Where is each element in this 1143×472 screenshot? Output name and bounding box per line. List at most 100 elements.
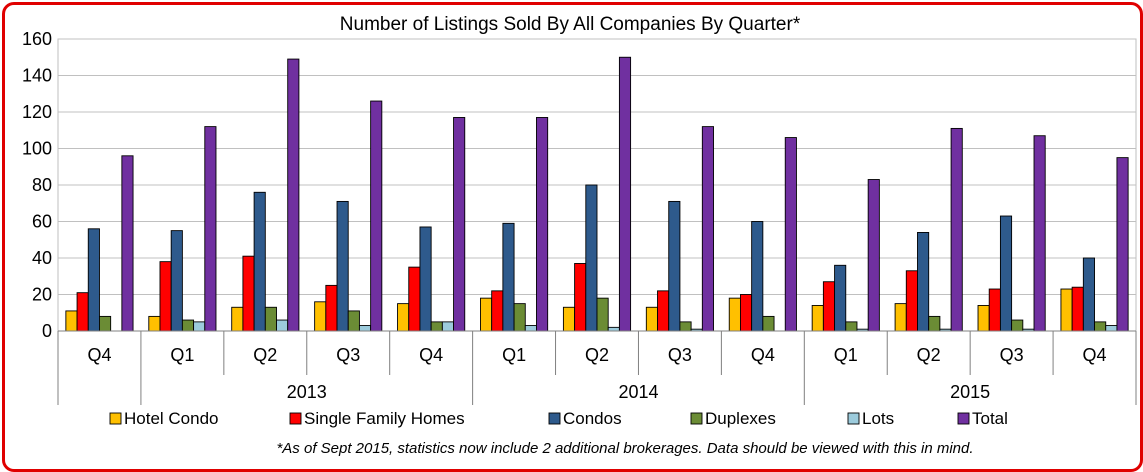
x-tick-label: Q1 — [502, 345, 526, 365]
bar — [1094, 321, 1107, 332]
x-axis: Q4 Q1 Q2 Q3 Q4 Q1 Q2 Q3 Q4 Q1 Q2 Q3 Q4 2013 2014 2015 — [57, 330, 1137, 405]
y-tick-label: 0 — [42, 321, 52, 341]
bar — [607, 326, 620, 332]
x-tick-label: Q4 — [87, 345, 111, 365]
legend-label: Total — [972, 409, 1008, 428]
bar — [336, 200, 349, 332]
y-axis: 0 20 40 60 80 100 120 140 160 — [22, 29, 52, 341]
bar — [728, 297, 741, 332]
bar — [585, 184, 598, 332]
bar — [905, 270, 918, 332]
bar — [397, 303, 410, 332]
legend-label: Hotel Condo — [124, 409, 219, 428]
bar — [87, 228, 100, 332]
bar — [193, 321, 206, 332]
x-tick-label: Q3 — [1000, 345, 1024, 365]
bar — [314, 301, 327, 332]
x-tick-label: Q4 — [751, 345, 775, 365]
bar — [762, 315, 775, 332]
x-tick-label: Q4 — [1083, 345, 1107, 365]
bar — [1082, 257, 1095, 332]
x-tick-label: Q2 — [585, 345, 609, 365]
bar — [358, 325, 372, 332]
legend-swatch — [847, 412, 860, 425]
bar — [811, 305, 824, 332]
legend-label: Lots — [862, 409, 894, 428]
legend-swatch — [548, 412, 561, 425]
bar — [784, 137, 797, 332]
bar — [513, 303, 526, 332]
footnote: *As of Sept 2015, statistics now include… — [276, 440, 973, 457]
y-tick-label: 160 — [22, 29, 52, 49]
bar — [287, 58, 300, 332]
bar — [1060, 288, 1073, 332]
bar — [121, 155, 134, 332]
bar — [347, 310, 360, 332]
bar — [822, 281, 836, 332]
y-tick-label: 80 — [32, 175, 52, 195]
bar — [204, 126, 217, 332]
bar — [1071, 286, 1084, 332]
bar — [999, 215, 1013, 332]
bar — [170, 230, 183, 332]
y-tick-label: 40 — [32, 248, 52, 268]
x-tick-label: Q1 — [170, 345, 194, 365]
legend-swatch — [957, 412, 970, 425]
bar — [99, 315, 112, 332]
x-tick-label: Q3 — [668, 345, 692, 365]
bar — [917, 231, 930, 332]
legend-label: Duplexes — [705, 409, 776, 428]
bar — [562, 306, 576, 332]
bar — [430, 321, 443, 332]
bar — [253, 191, 266, 332]
bar — [1033, 135, 1046, 332]
bar — [536, 117, 549, 332]
bar — [928, 315, 941, 332]
bar — [276, 319, 289, 332]
x-tick-label: Q2 — [253, 345, 277, 365]
legend-swatch — [289, 412, 302, 425]
y-tick-label: 20 — [32, 285, 52, 305]
year-label: 2015 — [950, 382, 990, 402]
bar — [65, 310, 78, 332]
bar — [524, 325, 537, 332]
bar — [408, 266, 421, 332]
bar — [867, 179, 880, 332]
bar — [950, 127, 963, 332]
bar — [231, 306, 244, 332]
bar — [491, 290, 504, 332]
bar — [502, 222, 515, 332]
bar — [1105, 325, 1118, 332]
bar — [894, 303, 907, 332]
x-tick-label: Q4 — [419, 345, 443, 365]
legend-swatch — [109, 412, 122, 425]
legend-swatch — [690, 412, 703, 425]
bar — [618, 56, 632, 332]
bar — [76, 292, 89, 332]
bar — [480, 297, 493, 332]
x-tick-label: Q1 — [834, 345, 858, 365]
bar — [1116, 157, 1129, 332]
y-tick-label: 120 — [22, 102, 52, 122]
bar — [657, 290, 670, 332]
bar — [596, 297, 609, 332]
y-tick-label: 60 — [32, 212, 52, 232]
bar — [441, 321, 455, 332]
bar — [977, 305, 990, 332]
bar — [988, 288, 1001, 332]
bar — [751, 221, 764, 332]
year-label: 2013 — [287, 382, 327, 402]
x-tick-label: Q3 — [336, 345, 360, 365]
bar — [668, 200, 681, 332]
bar — [370, 100, 383, 332]
bar — [181, 319, 195, 332]
bar — [1011, 319, 1024, 332]
bar — [739, 294, 753, 332]
bar — [845, 321, 858, 332]
legend-label: Single Family Homes — [304, 409, 465, 428]
year-label: 2014 — [618, 382, 658, 402]
legend: Hotel Condo Single Family Homes Condos Dupl… — [109, 409, 1008, 428]
legend-label: Condos — [563, 409, 622, 428]
bar — [148, 315, 161, 332]
